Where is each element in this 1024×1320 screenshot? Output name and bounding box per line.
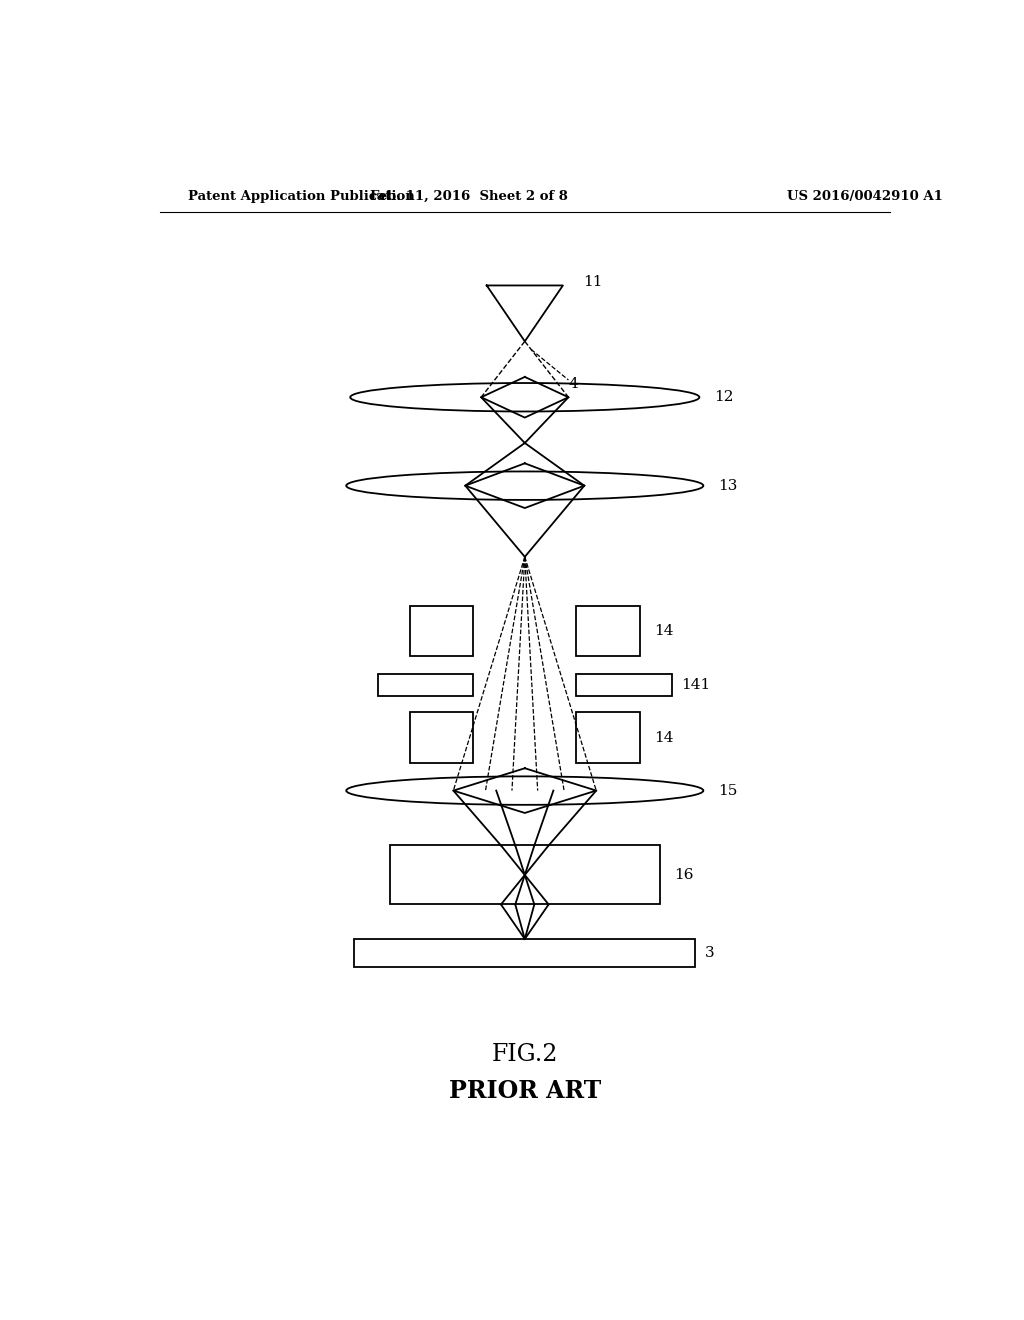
Text: 14: 14 <box>654 624 674 638</box>
Text: 15: 15 <box>718 784 737 797</box>
Text: 141: 141 <box>681 678 711 692</box>
Text: 11: 11 <box>583 276 602 289</box>
Text: 12: 12 <box>714 391 733 404</box>
Text: 4: 4 <box>568 378 579 391</box>
Text: FIG.2: FIG.2 <box>492 1043 558 1067</box>
Text: 14: 14 <box>654 731 674 744</box>
Bar <box>378 673 473 696</box>
Text: PRIOR ART: PRIOR ART <box>449 1080 601 1104</box>
Text: 13: 13 <box>718 479 737 492</box>
Bar <box>577 606 640 656</box>
Text: US 2016/0042910 A1: US 2016/0042910 A1 <box>786 190 942 202</box>
Text: Feb. 11, 2016  Sheet 2 of 8: Feb. 11, 2016 Sheet 2 of 8 <box>371 190 568 202</box>
Bar <box>577 673 672 696</box>
Text: 3: 3 <box>705 946 715 960</box>
Bar <box>390 846 659 904</box>
Bar <box>354 939 695 968</box>
Text: Patent Application Publication: Patent Application Publication <box>187 190 415 202</box>
Bar <box>410 606 473 656</box>
Bar <box>410 713 473 763</box>
Bar <box>577 713 640 763</box>
Text: 16: 16 <box>674 869 693 882</box>
